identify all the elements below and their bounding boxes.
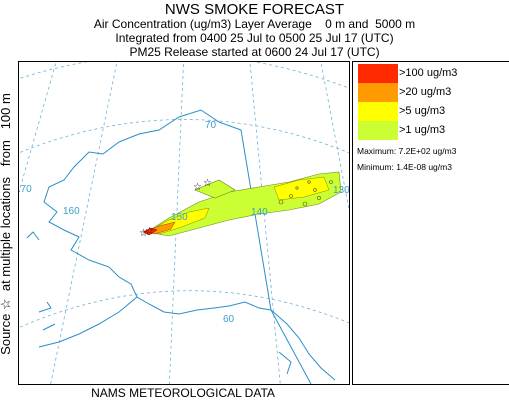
lon-label-170: 170 [19, 184, 32, 195]
release-start: PM25 Release started at 0600 24 Jul 17 (… [129, 45, 380, 59]
legend-label-1: >1 ug/m3 [399, 124, 446, 136]
lat-label-60: 60 [223, 314, 235, 325]
lon-label-130: 130 [333, 185, 349, 196]
graticule [19, 62, 349, 384]
plume-5ug-east [273, 176, 330, 201]
source-star-icon: ☆ [193, 182, 202, 193]
legend-label-5: >5 ug/m3 [399, 105, 446, 117]
map-canvas: ☆ ☆ ☆ ☆ 70 170 160 150 140 130 60 [19, 62, 349, 384]
legend-swatch-1 [358, 121, 398, 140]
legend-label-20: >20 ug/m3 [399, 86, 452, 98]
legend-swatch-5 [358, 102, 398, 121]
lat-label-70: 70 [205, 120, 217, 131]
coastline [26, 109, 336, 381]
latitude-line [19, 119, 349, 154]
lon-label-160: 160 [63, 206, 80, 217]
source-markers: ☆ ☆ ☆ ☆ [139, 178, 212, 239]
met-data-label: NAMS METEOROLOGICAL DATA [91, 386, 275, 400]
lon-label-140: 140 [251, 207, 268, 218]
latitude-line [19, 290, 349, 329]
lon-label-150: 150 [171, 212, 188, 223]
source-location-label: Source ☆ at multiple locations from 100 … [0, 93, 13, 355]
source-star-icon: ☆ [139, 228, 148, 239]
plume-100ug [142, 227, 158, 236]
legend-label-100: >100 ug/m3 [399, 67, 458, 79]
source-star-icon: ☆ [203, 178, 212, 189]
legend-swatch-20 [358, 83, 398, 102]
plume-1ug-north [194, 179, 236, 199]
concentration-subtitle: Air Concentration (ug/m3) Layer Average … [93, 17, 416, 31]
legend-panel: >100 ug/m3 >20 ug/m3 >5 ug/m3 >1 ug/m3 M… [352, 61, 509, 385]
longitude-line [320, 62, 349, 212]
border-line [240, 129, 312, 384]
plume-speckles [278, 180, 333, 207]
latitude-line [19, 62, 349, 89]
smoke-plume [142, 171, 342, 237]
longitude-line [19, 62, 57, 193]
map-title: NWS SMOKE FORECAST [164, 1, 345, 18]
legend-swatch-100 [358, 64, 398, 83]
graticule-labels: 70 170 160 150 140 130 60 [19, 120, 349, 325]
max-concentration: Maximum: 7.2E+02 ug/m3 [357, 146, 457, 156]
source-star-icon: ☆ [145, 226, 154, 237]
longitude-line [249, 62, 281, 384]
longitude-line [50, 62, 118, 384]
map-panel: ☆ ☆ ☆ ☆ 70 170 160 150 140 130 60 [18, 61, 350, 385]
min-concentration: Minimum: 1.4E-08 ug/m3 [357, 162, 452, 172]
integration-period: Integrated from 0400 25 Jul to 0500 25 J… [115, 31, 394, 45]
